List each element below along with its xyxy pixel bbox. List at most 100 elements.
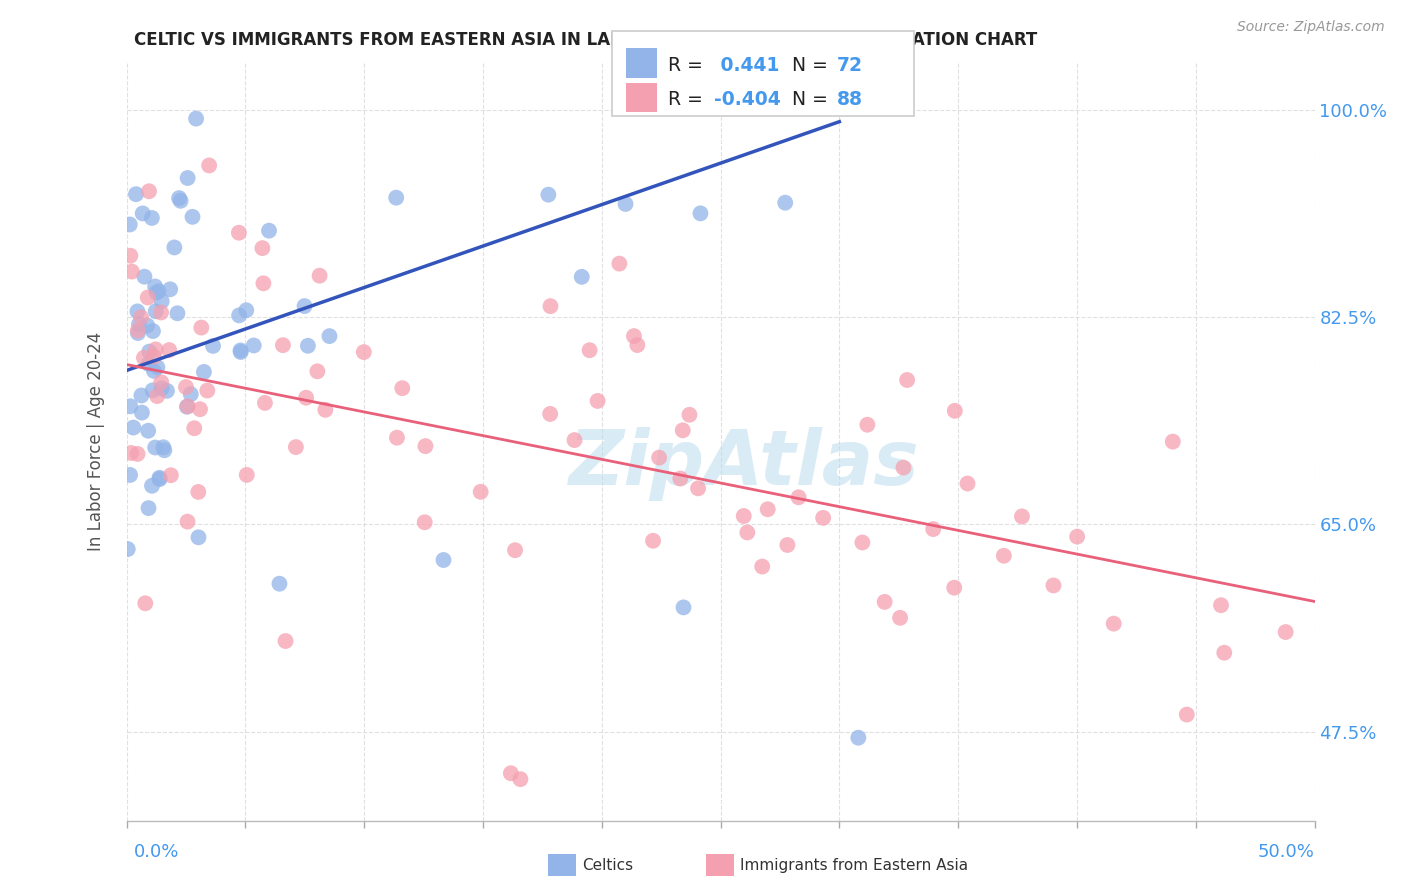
Point <box>125 187 148 202</box>
Point <box>689 206 711 220</box>
Point <box>503 543 526 558</box>
Point <box>578 343 600 358</box>
Point <box>811 511 834 525</box>
Point <box>853 91 876 105</box>
Point <box>145 285 167 300</box>
Point <box>145 304 167 318</box>
Point <box>148 471 170 485</box>
Point <box>187 530 209 544</box>
Point <box>150 381 173 395</box>
Point <box>138 357 160 371</box>
Point <box>851 535 873 549</box>
Point <box>537 187 560 202</box>
Point <box>385 431 408 445</box>
Text: 88: 88 <box>837 90 862 110</box>
Point <box>127 304 149 318</box>
Point <box>187 485 209 500</box>
Point <box>138 344 160 359</box>
Point <box>413 516 436 530</box>
Point <box>1274 625 1296 640</box>
Point <box>1175 707 1198 722</box>
Point <box>142 350 165 364</box>
Point <box>120 446 142 460</box>
Point <box>943 404 966 418</box>
Point <box>136 424 159 438</box>
Point <box>681 91 703 105</box>
Point <box>896 373 918 387</box>
Point <box>1066 530 1088 544</box>
Point <box>142 384 165 398</box>
Point <box>756 502 779 516</box>
Point <box>922 522 945 536</box>
Point <box>176 400 198 414</box>
Point <box>751 559 773 574</box>
Point <box>229 345 252 359</box>
Point <box>893 460 915 475</box>
Point <box>308 268 330 283</box>
Point <box>188 402 211 417</box>
Point <box>156 384 179 398</box>
Point <box>470 484 492 499</box>
Point <box>190 320 212 334</box>
Point <box>163 240 186 254</box>
Point <box>157 343 180 357</box>
Point <box>672 423 695 437</box>
Point <box>131 406 153 420</box>
Point <box>943 581 966 595</box>
Point <box>295 391 318 405</box>
Point <box>153 443 176 458</box>
Point <box>540 299 562 313</box>
Point <box>432 553 454 567</box>
Point <box>841 91 863 105</box>
Point <box>143 279 166 293</box>
Point <box>993 549 1015 563</box>
Point <box>169 194 191 208</box>
Point <box>167 191 190 205</box>
Point <box>131 388 153 402</box>
Point <box>134 269 156 284</box>
Point <box>127 324 149 338</box>
Point <box>678 408 700 422</box>
Point <box>538 407 561 421</box>
Point <box>143 441 166 455</box>
Text: N =: N = <box>780 55 834 75</box>
Point <box>846 731 869 745</box>
Point <box>202 339 225 353</box>
Point <box>776 538 799 552</box>
Point <box>132 351 155 365</box>
Point <box>127 447 149 461</box>
Point <box>242 338 264 352</box>
Point <box>174 380 197 394</box>
Point <box>236 467 259 482</box>
Text: CELTIC VS IMMIGRANTS FROM EASTERN ASIA IN LABOR FORCE | AGE 20-24 CORRELATION CH: CELTIC VS IMMIGRANTS FROM EASTERN ASIA I… <box>134 31 1036 49</box>
Text: R =: R = <box>668 55 709 75</box>
Point <box>136 291 159 305</box>
Point <box>131 206 153 220</box>
Point <box>773 195 796 210</box>
Point <box>150 376 173 390</box>
Point <box>873 595 896 609</box>
Point <box>1161 434 1184 449</box>
Point <box>118 218 141 232</box>
Point <box>177 399 200 413</box>
Point <box>128 318 150 332</box>
Point <box>141 479 163 493</box>
Point <box>297 339 319 353</box>
Point <box>120 399 142 413</box>
Point <box>129 310 152 325</box>
Point <box>779 91 801 105</box>
Point <box>609 257 631 271</box>
Point <box>626 338 648 352</box>
Point <box>134 596 156 610</box>
Point <box>176 171 198 186</box>
Point <box>150 294 173 309</box>
Point <box>141 211 163 225</box>
Point <box>145 343 167 357</box>
Point <box>138 184 160 198</box>
Point <box>1209 598 1232 612</box>
Point <box>669 471 692 485</box>
Point <box>228 309 250 323</box>
Point <box>121 264 143 278</box>
Point <box>117 542 139 557</box>
Point <box>1213 646 1236 660</box>
